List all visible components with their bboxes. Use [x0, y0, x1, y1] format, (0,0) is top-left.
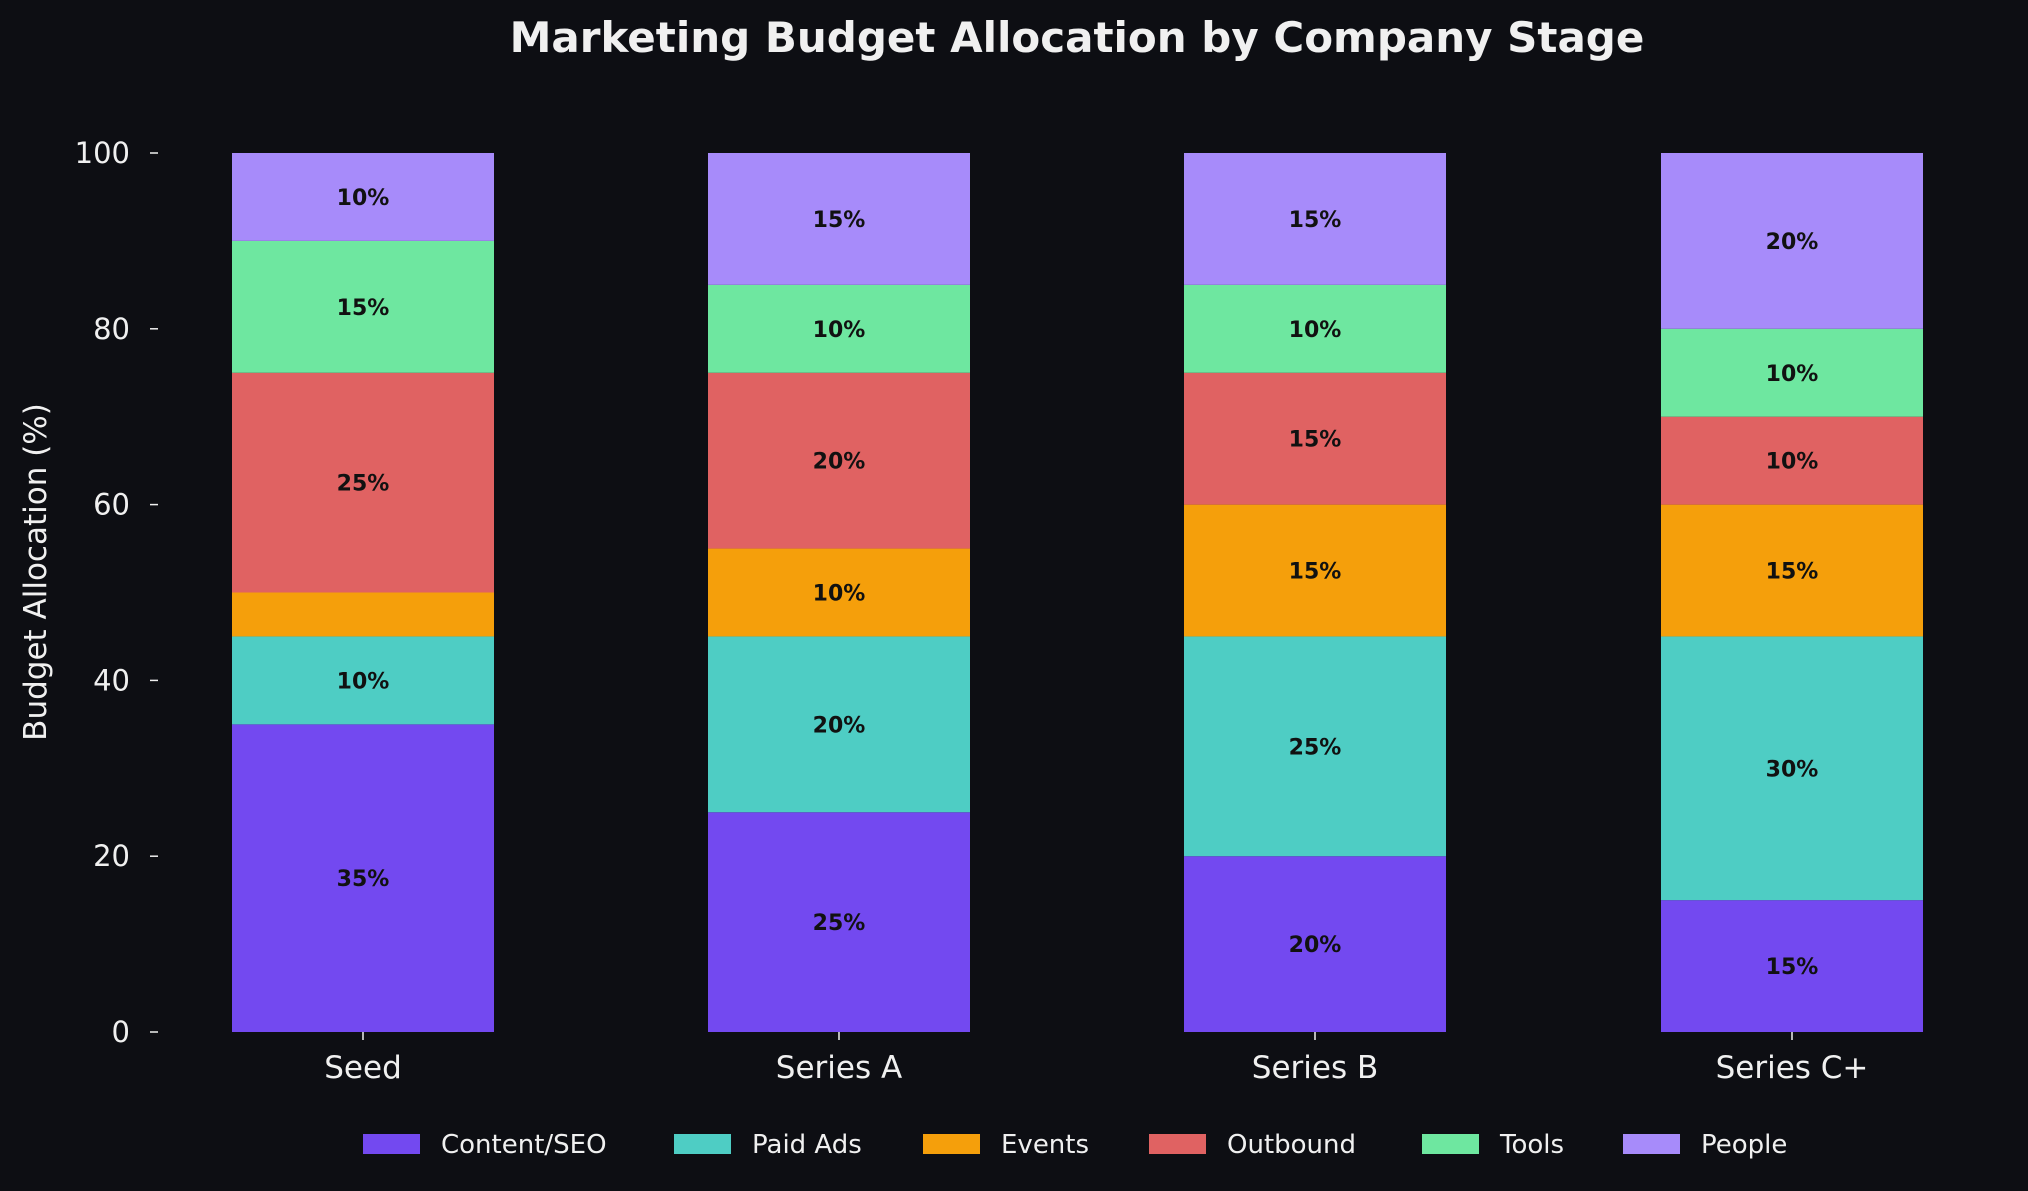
bar-segment [1661, 153, 1923, 329]
data-label: 25% [813, 911, 866, 936]
data-label: 25% [337, 472, 390, 497]
legend-label: Content/SEO [441, 1130, 607, 1160]
bar-segment [1184, 856, 1446, 1032]
data-label: 10% [337, 669, 390, 694]
bar-segment [1661, 328, 1923, 417]
bar-segment [1184, 636, 1446, 857]
bar-segment [232, 592, 494, 637]
data-label: 35% [337, 867, 390, 892]
legend-swatch [363, 1134, 420, 1154]
x-tick-label: Seed [324, 1050, 402, 1086]
legend-label: Events [1001, 1130, 1089, 1160]
legend-item: Events [923, 1130, 1089, 1160]
bar-segment [232, 636, 494, 725]
legend-item: Outbound [1149, 1130, 1356, 1160]
data-label: 20% [1289, 933, 1342, 958]
data-label: 10% [813, 582, 866, 607]
data-label: 15% [1289, 208, 1342, 233]
bar-segment [232, 724, 494, 1032]
data-label: 15% [1289, 560, 1342, 585]
data-label: 20% [1766, 230, 1819, 255]
data-label: 10% [1766, 362, 1819, 387]
legend-swatch [674, 1134, 731, 1154]
data-label: 20% [813, 450, 866, 475]
bar-segment [1184, 372, 1446, 505]
bar-segment [708, 812, 970, 1032]
y-tick-label: 80 [93, 312, 130, 346]
y-tick-label: 100 [75, 136, 130, 170]
x-tick-label: Series B [1252, 1050, 1378, 1086]
legend-swatch [1623, 1134, 1680, 1154]
legend-swatch [1149, 1134, 1206, 1154]
data-label: 25% [1289, 735, 1342, 760]
legend-item: Tools [1422, 1130, 1564, 1160]
y-tick-label: 40 [93, 663, 130, 697]
legend-label: People [1701, 1130, 1787, 1160]
legend-label: Paid Ads [752, 1130, 862, 1160]
data-label: 20% [813, 713, 866, 738]
y-tick-label: 0 [112, 1015, 130, 1049]
bar-segment [1661, 504, 1923, 637]
bar-segment [1661, 636, 1923, 901]
bar-segment [708, 284, 970, 373]
y-tick-label: 60 [93, 488, 130, 522]
bar-segment [1661, 416, 1923, 505]
bar-segment [1184, 504, 1446, 637]
legend-item: Paid Ads [674, 1130, 862, 1160]
legend: Content/SEO Paid Ads Events Outbound Tools Pe… [363, 1130, 1787, 1160]
data-label: 15% [1766, 955, 1819, 980]
bar-segment [1661, 900, 1923, 1032]
data-label: 10% [813, 318, 866, 343]
data-label: 10% [337, 186, 390, 211]
y-axis-label: Budget Allocation (%) [18, 403, 54, 741]
y-axis: 0 20 40 60 80 100 [75, 136, 158, 1049]
bar-segment [708, 372, 970, 549]
bar-segment [232, 372, 494, 593]
bar-segment [1184, 153, 1446, 285]
x-axis: Seed Series A Series B Series C+ [324, 1032, 1868, 1086]
bar-segment [1184, 284, 1446, 373]
y-tick-label: 20 [93, 839, 130, 873]
x-tick-label: Series A [776, 1050, 902, 1086]
legend-swatch [923, 1134, 980, 1154]
data-label: 15% [1766, 560, 1819, 585]
data-label: 10% [1766, 450, 1819, 475]
data-label: 15% [813, 208, 866, 233]
legend-swatch [1422, 1134, 1479, 1154]
legend-item: Content/SEO [363, 1130, 607, 1160]
bar-segment [708, 636, 970, 813]
bar-segment [232, 153, 494, 241]
legend-label: Outbound [1227, 1130, 1356, 1160]
legend-item: People [1623, 1130, 1787, 1160]
data-label: 15% [337, 296, 390, 321]
legend-label: Tools [1499, 1130, 1564, 1160]
data-label: 30% [1766, 757, 1819, 782]
x-tick-label: Series C+ [1716, 1050, 1869, 1086]
chart-title: Marketing Budget Allocation by Company S… [510, 13, 1645, 62]
bar-segment [708, 153, 970, 285]
bars: 35% 10% 25% 15% 10% 25% 20% 10% 20% 10% 15% 20% 25% 1… [232, 153, 1923, 1032]
bar-segment [232, 240, 494, 373]
data-label: 10% [1289, 318, 1342, 343]
bar-segment [708, 548, 970, 637]
data-label: 15% [1289, 428, 1342, 453]
